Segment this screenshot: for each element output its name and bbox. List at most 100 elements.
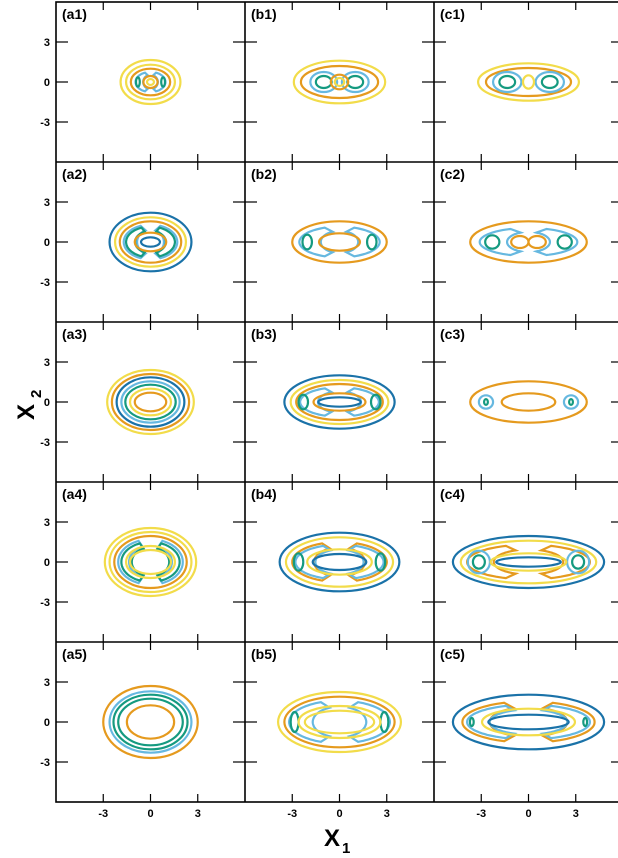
- contour-line-green: [379, 710, 390, 734]
- y-tick-label: 0: [44, 717, 50, 729]
- contour-group: [451, 534, 606, 590]
- panel-grid: (a1) (b1) (c1) (a2) (b2) (c2) (a3) (b3) (c3) (a4)…: [62, 6, 606, 760]
- contour-line-light_blue: [108, 690, 193, 754]
- contour-line-yellow: [124, 63, 177, 101]
- contour-line-yellow: [276, 690, 403, 754]
- x-tick-label: 3: [384, 808, 390, 820]
- panel-label: (b4): [251, 486, 277, 502]
- contour-line-yellow: [477, 62, 581, 102]
- x-tick-label: 3: [195, 808, 201, 820]
- contour-line-orange: [469, 380, 588, 424]
- panel-a4: (a4): [62, 486, 198, 598]
- panel-b2: (b2): [251, 166, 388, 264]
- contour-line-green: [346, 74, 365, 90]
- contour-crescent-right: [532, 227, 579, 257]
- contour-line-green: [160, 76, 167, 88]
- contour-line-light_blue: [340, 70, 370, 94]
- y-tick-label: 0: [44, 557, 50, 569]
- contour-line-orange: [291, 220, 388, 264]
- y-tick-label: -3: [40, 117, 50, 129]
- contour-crescent-left: [465, 704, 518, 740]
- panel-c4: (c4): [440, 486, 606, 590]
- panel-a3: (a3): [62, 326, 195, 436]
- y-tick-label: 3: [44, 197, 50, 209]
- panel-a5: (a5): [62, 646, 199, 760]
- contour-line-light_blue: [466, 549, 492, 575]
- y-tick-label: 0: [44, 77, 50, 89]
- x-tick-label: 0: [147, 808, 153, 820]
- contour-group: [119, 58, 182, 106]
- contour-line-orange: [102, 684, 199, 760]
- contour-line-orange: [113, 534, 188, 590]
- contour-line-blue: [487, 713, 570, 731]
- panel-label: (c2): [440, 166, 465, 182]
- contour-line-green: [468, 716, 475, 728]
- y-tick-label: -3: [40, 437, 50, 449]
- contour-line-orange: [295, 382, 384, 422]
- x-axis-title-subscript: 1: [342, 840, 350, 857]
- contour-line-yellow: [459, 539, 598, 585]
- contour-group: [477, 62, 581, 102]
- contour-line-yellow: [128, 387, 173, 417]
- contour-line-yellow: [124, 544, 177, 580]
- contour-line-blue: [451, 693, 606, 751]
- contour-group: [278, 531, 401, 593]
- contour-line-green: [484, 234, 501, 250]
- contour-line-green: [540, 74, 559, 90]
- contour-line-orange: [312, 392, 367, 412]
- x-tick-label: 0: [336, 808, 342, 820]
- axis-ticks: 3 0 -3 3 0 -3 3 0 -3 3 0 -3 3 0 -3 -3 0 3 -3 0 3 -3 0 3: [40, 2, 618, 820]
- y-tick-label: -3: [40, 757, 50, 769]
- contour-line-orange: [142, 74, 159, 90]
- contour-line-green: [365, 233, 378, 251]
- contour-line-yellow: [106, 368, 195, 436]
- contour-line-yellow: [289, 378, 390, 426]
- x-axis-title: X: [324, 825, 340, 852]
- contour-line-light_blue: [534, 70, 566, 94]
- panel-c2: (c2): [440, 166, 588, 264]
- panel-label: (b2): [251, 166, 277, 182]
- contour-line-green: [556, 234, 573, 250]
- x-tick-label: -3: [98, 808, 108, 820]
- contour-crescent-left: [298, 387, 335, 417]
- contour-line-orange: [129, 67, 172, 97]
- contour-line-blue: [278, 531, 401, 593]
- contour-line-yellow: [489, 552, 568, 572]
- contour-line-blue: [139, 236, 162, 248]
- contour-line-green: [571, 554, 586, 570]
- panel-label: (c5): [440, 646, 465, 662]
- contour-crescent-left: [478, 227, 525, 257]
- contour-line-green: [471, 554, 486, 570]
- contour-line-light_blue: [491, 70, 523, 94]
- y-tick-label: -3: [40, 277, 50, 289]
- contour-line-green: [301, 233, 314, 251]
- contour-line-yellow: [128, 548, 173, 576]
- contour-line-green: [582, 716, 589, 728]
- contour-line-yellow: [284, 536, 395, 588]
- contour-line-light_blue: [565, 549, 591, 575]
- panel-a2: (a2): [62, 166, 193, 273]
- contour-line-green: [297, 393, 310, 411]
- y-tick-label: 0: [44, 237, 50, 249]
- contour-line-light_blue: [309, 70, 339, 94]
- contour-group: [283, 374, 396, 430]
- contour-group: [103, 526, 198, 598]
- contour-crescent-right: [344, 387, 381, 417]
- panel-b3: (b3): [251, 326, 396, 430]
- contour-line-green: [124, 383, 177, 421]
- contour-line-orange: [133, 231, 168, 253]
- y-tick-label: 3: [44, 517, 50, 529]
- contour-line-orange: [110, 372, 191, 432]
- contour-line-light_blue: [562, 394, 580, 410]
- contour-line-orange: [118, 220, 183, 264]
- contour-line-yellow: [303, 709, 376, 735]
- contour-line-yellow: [521, 74, 536, 90]
- contour-group: [469, 220, 588, 264]
- contour-line-orange: [329, 73, 350, 91]
- panel-a1: (a1): [62, 6, 182, 106]
- contour-line-orange: [283, 695, 396, 749]
- panel-label: (b5): [251, 646, 277, 662]
- panel-label: (c3): [440, 326, 465, 342]
- contour-line-blue: [108, 211, 193, 273]
- contour-line-green: [369, 393, 382, 411]
